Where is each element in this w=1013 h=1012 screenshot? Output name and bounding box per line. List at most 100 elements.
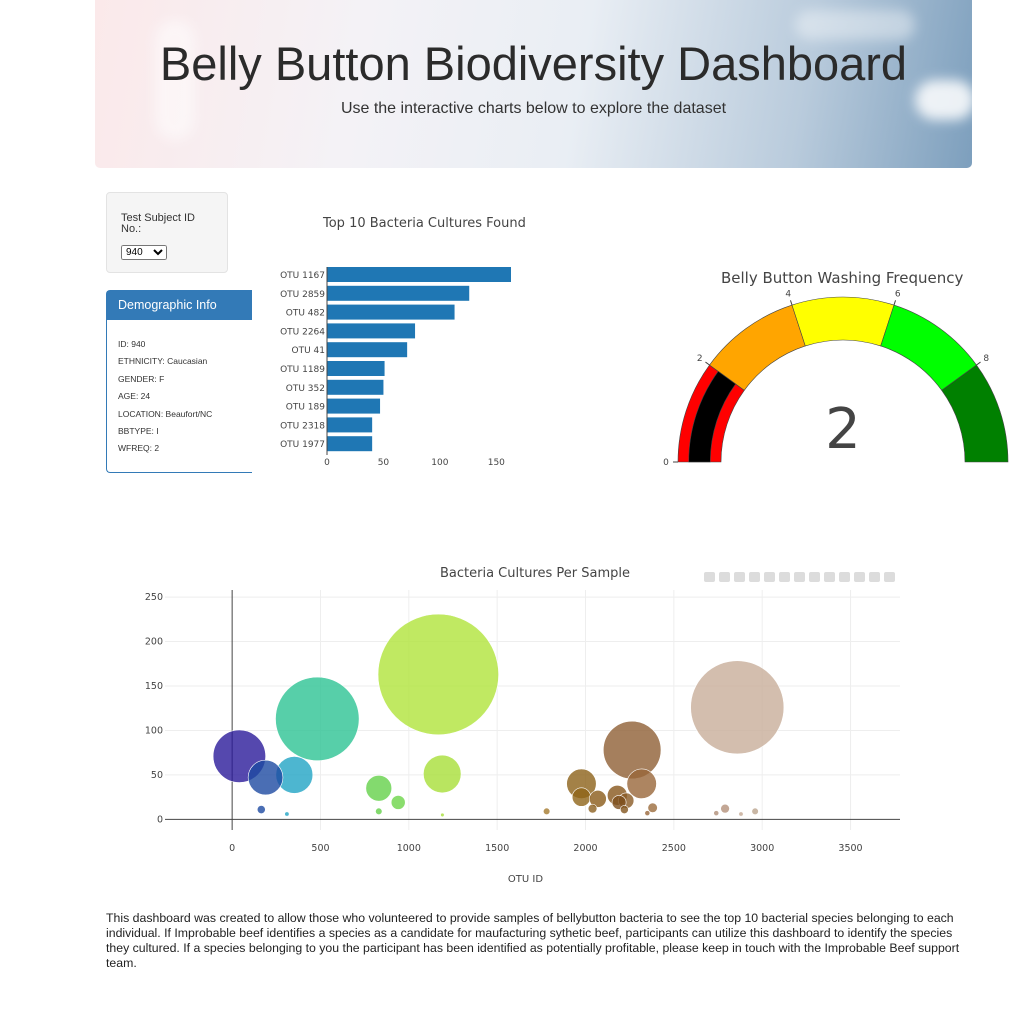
bubble-x-tick-label: 2500 [662,843,686,854]
bubble-point[interactable] [738,811,744,817]
bar-category-label: OTU 189 [286,403,325,413]
bubble-y-tick-label: 250 [145,592,163,603]
page-subtitle: Use the interactive charts below to expl… [340,100,727,117]
bubble-point[interactable] [602,720,662,780]
bar-category-label: OTU 2859 [280,290,325,300]
bar-category-label: OTU 41 [292,346,325,356]
gauge-value-bar [688,370,737,463]
gauge-tick [705,361,710,366]
hover-closest-icon[interactable] [854,572,865,582]
bubble-point[interactable] [275,676,360,761]
page-title: Belly Button Biodiversity Dashboard [159,37,908,90]
bubble-point[interactable] [423,754,462,794]
bubble-point[interactable] [284,811,290,817]
bar[interactable] [327,304,455,320]
box-select-icon[interactable] [749,572,760,582]
bar[interactable] [327,285,470,301]
bar[interactable] [327,436,373,452]
demographic-wfreq: WFREQ: 2 [118,443,160,454]
lasso-icon[interactable] [764,572,775,582]
gauge-tick-label: 0 [663,458,669,468]
bubble-x-tick-label: 500 [311,843,329,854]
gauge-step [941,364,1009,463]
bar-x-tick-label: 150 [488,458,505,468]
bubble-x-tick-label: 3000 [750,843,774,854]
bubble-x-tick-label: 1000 [397,843,421,854]
footer-description: This dashboard was created to allow thos… [106,911,960,970]
bubble-y-tick-label: 150 [145,681,163,692]
bubble-point[interactable] [647,802,658,813]
demographic-panel-title: Demographic Info [107,291,252,320]
subject-id-select[interactable]: 940 [121,245,167,260]
bar-category-label: OTU 1977 [280,440,325,450]
zoom-icon[interactable] [719,572,730,582]
plotly-logo-icon[interactable] [884,572,895,582]
bubble-point[interactable] [690,660,785,755]
bubble-y-tick-label: 50 [151,770,163,781]
bubble-point[interactable] [587,803,598,814]
zoom-in-icon[interactable] [779,572,790,582]
camera-icon[interactable] [704,572,715,582]
bubble-point[interactable] [644,810,651,817]
bar-category-label: OTU 482 [286,309,325,319]
pan-icon[interactable] [734,572,745,582]
bubble-point[interactable] [720,803,730,814]
bubble-point[interactable] [247,759,284,796]
header-banner: Belly Button Biodiversity Dashboard Use … [95,0,972,168]
bar-category-label: OTU 1167 [280,271,325,281]
bar-chart-title: Top 10 Bacteria Cultures Found [323,216,526,231]
bubble-point[interactable] [713,810,720,817]
bar-x-tick-label: 0 [324,458,330,468]
bar[interactable] [327,361,385,376]
bubble-x-tick-label: 3500 [838,843,862,854]
demographic-panel: Demographic Info ID: 940 ETHNICITY: Cauc… [106,290,252,473]
demographic-ethnicity: ETHNICITY: Caucasian [118,356,208,367]
bar-chart[interactable]: OTU 1167 OTU 2859 OTU 482 OTU 2264 OTU 41 OTU… [260,255,560,470]
bar[interactable] [327,379,384,395]
bar[interactable] [327,323,416,339]
bubble-point[interactable] [375,807,383,815]
bar[interactable] [327,342,408,358]
bubble-point[interactable] [751,807,759,815]
demographic-age: AGE: 24 [118,391,151,402]
subject-selector-panel: Test Subject ID No.: 940 [106,192,228,273]
bubble-point[interactable] [256,805,266,814]
reset-axes-icon[interactable] [824,572,835,582]
subject-selector-label: Test Subject ID No.: [121,212,195,235]
gauge-tick-label: 2 [697,354,703,364]
bubble-chart[interactable]: 0 500 1000 1500 2000 2500 3000 3500 0 50 100 150 200… [120,585,920,890]
bar[interactable] [327,417,373,433]
bubble-point[interactable] [571,787,591,807]
bar-x-tick-label: 100 [431,458,448,468]
spike-lines-icon[interactable] [839,572,850,582]
bar[interactable] [327,267,511,282]
gauge-tick [976,361,981,366]
bubble-point[interactable] [390,795,406,810]
autoscale-icon[interactable] [809,572,820,582]
bubble-x-tick-label: 2000 [573,843,597,854]
bar-category-label: OTU 2318 [280,421,325,431]
demographic-id: ID: 940 [118,339,146,349]
demographic-bbtype: BBTYPE: I [118,426,159,437]
bubble-y-tick-label: 100 [145,725,163,736]
bubble-point[interactable] [377,613,499,736]
bubble-chart-title: Bacteria Cultures Per Sample [440,566,631,581]
plot-modebar[interactable] [704,569,960,583]
gauge-step [791,296,895,347]
gauge-chart[interactable]: 0 2 4 6 8 2 [660,280,1013,470]
hover-compare-icon[interactable] [869,572,880,582]
zoom-out-icon[interactable] [794,572,805,582]
gauge-tick-label: 4 [785,290,791,300]
bubble-point[interactable] [440,812,445,818]
demographic-location: LOCATION: Beaufort/NC [118,408,213,419]
bar[interactable] [327,398,381,414]
demographic-gender: GENDER: F [118,373,165,384]
bubble-point[interactable] [365,774,393,802]
bubble-x-tick-label: 1500 [485,843,509,854]
bubble-point[interactable] [589,790,607,808]
bubble-point[interactable] [620,805,629,814]
gauge-tick [789,300,793,306]
bubble-point[interactable] [543,807,551,815]
bubble-point[interactable] [626,768,657,799]
gauge-tick [893,300,897,306]
